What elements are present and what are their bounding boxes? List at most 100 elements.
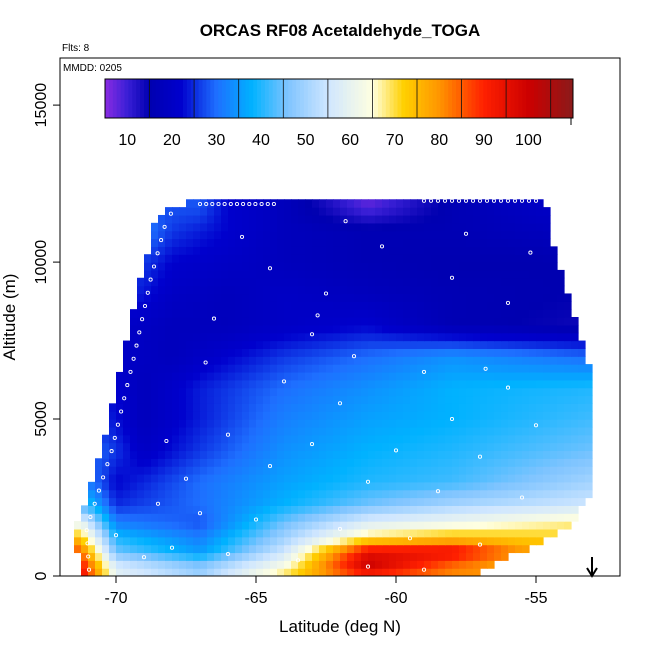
- heatmap-cell: [431, 473, 439, 483]
- heatmap-cell: [130, 489, 138, 499]
- heatmap-cell: [291, 536, 299, 546]
- heatmap-cell: [494, 301, 502, 310]
- heatmap-cell: [417, 332, 425, 342]
- heatmap-cell: [557, 403, 565, 412]
- heatmap-cell: [242, 513, 250, 522]
- colorbar-segment: [300, 79, 305, 118]
- heatmap-cell: [151, 450, 159, 459]
- heatmap-cell: [221, 521, 229, 530]
- heatmap-cell: [347, 395, 355, 404]
- heatmap-cell: [305, 324, 313, 334]
- heatmap-cell: [186, 434, 194, 444]
- heatmap-cell: [382, 528, 390, 538]
- heatmap-cell: [438, 426, 446, 436]
- heatmap-cell: [529, 301, 537, 310]
- heatmap-cell: [501, 262, 509, 271]
- heatmap-cell: [417, 560, 425, 569]
- heatmap-cell: [417, 214, 425, 224]
- heatmap-cell: [536, 246, 544, 255]
- heatmap-cell: [354, 513, 362, 522]
- heatmap-cell: [263, 222, 271, 232]
- heatmap-cell: [550, 262, 558, 271]
- heatmap-cell: [277, 497, 285, 506]
- heatmap-cell: [564, 293, 572, 302]
- heatmap-cell: [431, 293, 439, 302]
- heatmap-cell: [186, 489, 194, 499]
- heatmap-cell: [347, 199, 355, 208]
- heatmap-cell: [424, 379, 432, 389]
- heatmap-cell: [179, 560, 187, 569]
- heatmap-cell: [340, 340, 348, 349]
- heatmap-cell: [123, 450, 131, 459]
- heatmap-cell: [529, 434, 537, 444]
- heatmap-cell: [228, 371, 236, 381]
- heatmap-cell: [291, 403, 299, 412]
- heatmap-cell: [522, 301, 530, 310]
- colorbar: 10 20 30 40 50 60 70 80 90 100: [104, 78, 574, 149]
- heatmap-cell: [207, 230, 215, 240]
- heatmap-cell: [522, 364, 530, 373]
- heatmap-cell: [424, 348, 432, 357]
- heatmap-cell: [543, 379, 551, 389]
- heatmap-cell: [200, 473, 208, 483]
- heatmap-cell: [172, 481, 180, 491]
- heatmap-cell: [270, 450, 278, 459]
- heatmap-cell: [431, 379, 439, 389]
- heatmap-cell: [424, 199, 432, 208]
- heatmap-cell: [522, 387, 530, 397]
- heatmap-cell: [529, 207, 537, 216]
- heatmap-cell: [501, 269, 509, 279]
- heatmap-cell: [368, 419, 376, 428]
- heatmap-cell: [508, 497, 516, 506]
- heatmap-cell: [347, 505, 355, 514]
- heatmap-cell: [151, 269, 159, 279]
- heatmap-cell: [193, 387, 201, 397]
- heatmap-cell: [193, 317, 201, 326]
- heatmap-cell: [221, 497, 229, 506]
- heatmap-cell: [270, 458, 278, 467]
- heatmap-cell: [501, 254, 509, 263]
- heatmap-cell: [172, 536, 180, 546]
- heatmap-cell: [200, 364, 208, 373]
- heatmap-cell: [445, 403, 453, 412]
- flight-track-marker: [148, 277, 153, 282]
- heatmap-cell: [277, 513, 285, 522]
- heatmap-cell: [347, 371, 355, 381]
- heatmap-cell: [186, 222, 194, 232]
- heatmap-cell: [459, 379, 467, 389]
- heatmap-cell: [375, 199, 383, 208]
- flight-track-marker: [142, 303, 148, 309]
- heatmap-cell: [186, 466, 194, 475]
- heatmap-cell: [214, 301, 222, 310]
- heatmap-cell: [256, 536, 264, 546]
- heatmap-cell: [389, 207, 397, 216]
- heatmap-cell: [389, 230, 397, 240]
- colorbar-segment: [225, 79, 231, 118]
- heatmap-cell: [305, 560, 313, 569]
- heatmap-cell: [137, 324, 145, 334]
- colorbar-segment: [175, 79, 180, 118]
- heatmap-cell: [270, 371, 278, 381]
- heatmap-cell: [207, 403, 215, 412]
- heatmap-cell: [81, 544, 89, 554]
- heatmap-cell: [207, 340, 215, 349]
- heatmap-cell: [298, 434, 306, 444]
- heatmap-cell: [396, 568, 404, 576]
- heatmap-cell: [305, 371, 313, 381]
- heatmap-cell: [501, 536, 509, 546]
- heatmap-cell: [571, 387, 579, 397]
- heatmap-cell: [515, 387, 523, 397]
- heatmap-cell: [109, 426, 117, 436]
- heatmap-cell: [137, 293, 145, 302]
- flight-track-marker: [113, 533, 119, 538]
- heatmap-cell: [172, 473, 180, 483]
- heatmap-cell: [151, 364, 159, 373]
- heatmap-cell: [277, 262, 285, 271]
- heatmap-cell: [368, 254, 376, 263]
- heatmap-cell: [333, 356, 341, 365]
- heatmap-cell: [354, 536, 362, 546]
- heatmap-cell: [123, 434, 131, 444]
- colorbar-segment: [541, 79, 547, 118]
- heatmap-cell: [172, 419, 180, 428]
- heatmap-cell: [249, 254, 257, 263]
